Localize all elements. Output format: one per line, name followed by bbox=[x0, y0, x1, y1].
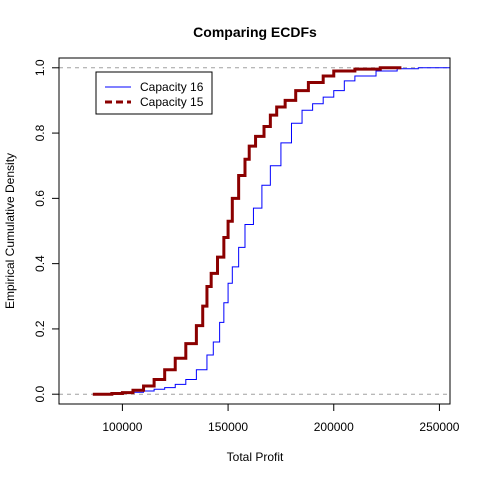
chart-title: Comparing ECDFs bbox=[193, 24, 317, 40]
x-tick-label: 250000 bbox=[419, 420, 459, 434]
y-axis: 0.0 0.2 0.4 0.6 0.8 1.0 bbox=[33, 59, 60, 403]
y-tick-label: 0.6 bbox=[33, 190, 47, 207]
legend: Capacity 16 Capacity 15 bbox=[95, 71, 213, 115]
x-axis: 100000 150000 200000 250000 bbox=[102, 403, 460, 434]
series-line-capacity-16 bbox=[97, 67, 450, 395]
x-tick-label: 200000 bbox=[314, 420, 354, 434]
y-tick-label: 0.0 bbox=[33, 386, 47, 403]
x-tick-label: 150000 bbox=[208, 420, 248, 434]
series-layer bbox=[92, 66, 450, 396]
legend-label-capacity-16: Capacity 16 bbox=[140, 80, 204, 94]
y-tick-label: 0.8 bbox=[33, 124, 47, 141]
legend-box bbox=[95, 71, 213, 115]
legend-label-capacity-15: Capacity 15 bbox=[140, 95, 204, 109]
x-tick-label: 100000 bbox=[102, 420, 142, 434]
x-axis-label: Total Profit bbox=[227, 450, 284, 464]
y-tick-label: 0.4 bbox=[33, 255, 47, 272]
y-tick-label: 0.2 bbox=[33, 320, 47, 337]
series-line-capacity-15 bbox=[92, 66, 402, 396]
reference-lines bbox=[59, 67, 450, 395]
y-axis-label: Empirical Cumulative Density bbox=[3, 153, 17, 309]
y-tick-label: 1.0 bbox=[33, 59, 47, 76]
